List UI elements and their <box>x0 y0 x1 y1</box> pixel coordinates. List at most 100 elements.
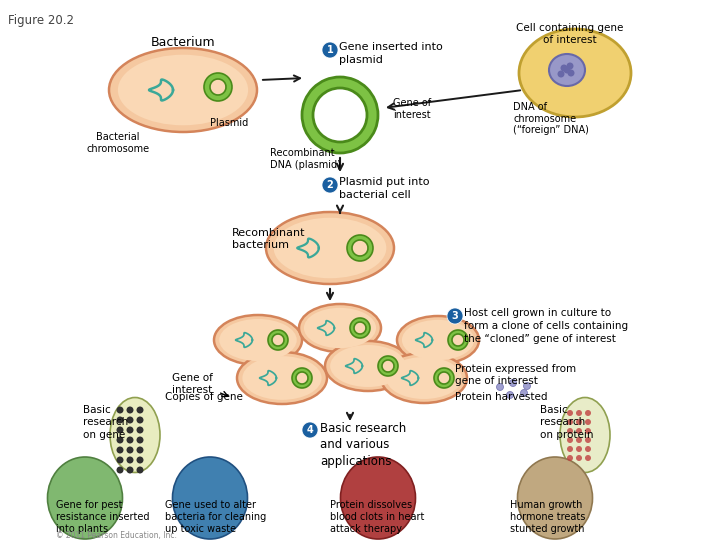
Text: Figure 20.2: Figure 20.2 <box>8 14 74 27</box>
Text: Bacterial
chromosome: Bacterial chromosome <box>86 132 150 153</box>
Text: 2: 2 <box>327 180 333 190</box>
Circle shape <box>567 410 573 416</box>
Ellipse shape <box>237 352 327 404</box>
Circle shape <box>585 437 591 443</box>
Circle shape <box>567 428 573 434</box>
Text: Gene used to alter
bacteria for cleaning
up toxic waste: Gene used to alter bacteria for cleaning… <box>165 500 266 534</box>
Circle shape <box>127 407 133 414</box>
Circle shape <box>137 427 143 434</box>
Ellipse shape <box>519 29 631 117</box>
Circle shape <box>523 382 531 389</box>
Ellipse shape <box>243 356 322 400</box>
Circle shape <box>506 392 513 399</box>
Circle shape <box>137 416 143 423</box>
Text: Basic research
and various
applications: Basic research and various applications <box>320 422 406 468</box>
Circle shape <box>585 455 591 461</box>
Circle shape <box>560 64 567 71</box>
Circle shape <box>117 436 124 443</box>
Ellipse shape <box>274 218 387 278</box>
Text: DNA of
chromosome
(“foreign” DNA): DNA of chromosome (“foreign” DNA) <box>513 102 589 135</box>
Circle shape <box>521 389 528 396</box>
Ellipse shape <box>48 457 122 539</box>
Text: Bacterium: Bacterium <box>150 36 215 49</box>
Text: Basic
research
on protein: Basic research on protein <box>540 405 593 440</box>
Ellipse shape <box>560 397 610 472</box>
Circle shape <box>127 416 133 423</box>
Text: 1: 1 <box>327 45 333 55</box>
Circle shape <box>117 456 124 463</box>
Ellipse shape <box>330 345 406 387</box>
Circle shape <box>576 437 582 443</box>
Circle shape <box>585 419 591 425</box>
Text: Recombinant
bacterium: Recombinant bacterium <box>232 228 305 249</box>
Text: Plasmid put into
bacterial cell: Plasmid put into bacterial cell <box>339 177 430 200</box>
Circle shape <box>117 407 124 414</box>
Circle shape <box>585 410 591 416</box>
Text: Host cell grown in culture to
form a clone of cells containing
the “cloned” gene: Host cell grown in culture to form a clo… <box>464 308 628 343</box>
Circle shape <box>576 410 582 416</box>
Circle shape <box>576 446 582 452</box>
Ellipse shape <box>214 315 302 365</box>
Text: Protein dissolves
blood clots in heart
attack therapy: Protein dissolves blood clots in heart a… <box>330 500 424 534</box>
Text: © 2011 Pearson Education, Inc.: © 2011 Pearson Education, Inc. <box>56 531 177 540</box>
Circle shape <box>117 427 124 434</box>
Circle shape <box>137 436 143 443</box>
Ellipse shape <box>304 308 376 348</box>
Circle shape <box>567 437 573 443</box>
Ellipse shape <box>173 457 248 539</box>
Circle shape <box>567 446 573 452</box>
Circle shape <box>137 456 143 463</box>
Circle shape <box>567 455 573 461</box>
Ellipse shape <box>386 357 462 399</box>
Text: 3: 3 <box>451 311 459 321</box>
Circle shape <box>137 407 143 414</box>
Ellipse shape <box>299 304 381 352</box>
Text: Human growth
hormone treats
stunted growth: Human growth hormone treats stunted grow… <box>510 500 585 534</box>
Ellipse shape <box>549 54 585 86</box>
Circle shape <box>117 447 124 454</box>
Circle shape <box>576 455 582 461</box>
Ellipse shape <box>110 397 160 472</box>
Circle shape <box>564 66 570 73</box>
Circle shape <box>137 447 143 454</box>
Circle shape <box>117 467 124 474</box>
Circle shape <box>127 467 133 474</box>
Ellipse shape <box>402 320 474 360</box>
Ellipse shape <box>381 353 467 403</box>
Text: 4: 4 <box>307 425 313 435</box>
Ellipse shape <box>220 319 297 361</box>
Circle shape <box>567 70 575 77</box>
Text: Basic
research
on gene: Basic research on gene <box>83 405 128 440</box>
Circle shape <box>127 447 133 454</box>
Ellipse shape <box>341 457 415 539</box>
Text: Protein harvested: Protein harvested <box>455 392 547 402</box>
Text: Cell containing gene
of interest: Cell containing gene of interest <box>516 23 624 45</box>
Ellipse shape <box>325 341 411 391</box>
Text: Copies of gene: Copies of gene <box>165 392 243 402</box>
Circle shape <box>322 177 338 193</box>
Circle shape <box>127 427 133 434</box>
Circle shape <box>447 308 463 324</box>
Text: Gene of
interest: Gene of interest <box>172 373 213 395</box>
Text: Plasmid: Plasmid <box>210 118 248 128</box>
Circle shape <box>302 422 318 438</box>
Circle shape <box>576 419 582 425</box>
Circle shape <box>576 428 582 434</box>
Circle shape <box>585 428 591 434</box>
Ellipse shape <box>518 457 593 539</box>
Circle shape <box>117 416 124 423</box>
Circle shape <box>557 71 564 78</box>
Circle shape <box>567 419 573 425</box>
Text: Gene inserted into
plasmid: Gene inserted into plasmid <box>339 42 443 65</box>
Text: Protein expressed from
gene of interest: Protein expressed from gene of interest <box>455 364 576 387</box>
Circle shape <box>510 380 516 387</box>
Ellipse shape <box>109 48 257 132</box>
Circle shape <box>322 42 338 58</box>
Text: Recombinant
DNA (plasmid): Recombinant DNA (plasmid) <box>270 148 341 170</box>
Text: Gene for pest
resistance inserted
into plants: Gene for pest resistance inserted into p… <box>56 500 150 534</box>
Circle shape <box>567 63 574 70</box>
Circle shape <box>585 446 591 452</box>
Ellipse shape <box>118 55 248 125</box>
Ellipse shape <box>397 316 479 364</box>
Circle shape <box>137 467 143 474</box>
